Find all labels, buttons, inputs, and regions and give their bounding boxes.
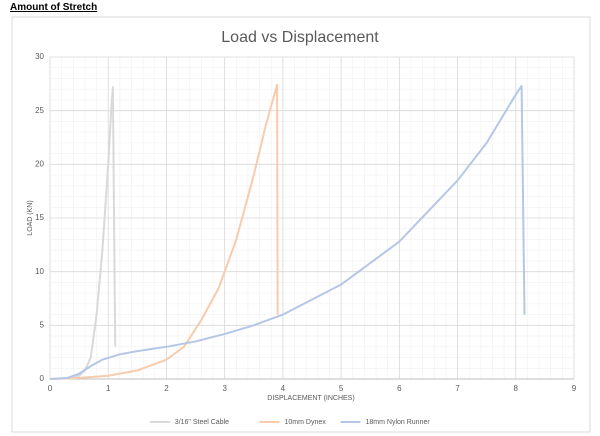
x-tick-label: 7 <box>455 384 460 393</box>
header-title: Amount of Stretch <box>10 2 98 13</box>
y-tick-label: 30 <box>35 52 44 61</box>
legend-label: 10mm Dynex <box>285 419 327 426</box>
x-tick-label: 5 <box>339 384 344 393</box>
data-line <box>49 86 117 380</box>
x-axis-label: DISPLACEMENT (INCHES) <box>267 395 354 402</box>
chart-frame <box>11 16 591 433</box>
data-line <box>49 84 526 380</box>
y-tick-label: 5 <box>40 320 45 329</box>
x-tick-label: 8 <box>514 384 519 393</box>
x-tick-label: 1 <box>106 384 111 393</box>
chart-title: Load vs Displacement <box>221 29 379 46</box>
x-tick-label: 2 <box>164 384 169 393</box>
x-tick-label: 0 <box>48 384 53 393</box>
x-tick-label: 4 <box>281 384 286 393</box>
y-tick-label: 15 <box>35 213 44 222</box>
legend-label: 3/16" Steel Cable <box>175 419 229 426</box>
legend-label: 18mm Nylon Runner <box>366 419 431 426</box>
x-tick-label: 3 <box>222 384 227 393</box>
y-tick-label: 10 <box>35 267 44 276</box>
data-line <box>49 83 279 380</box>
y-tick-label: 0 <box>40 374 45 383</box>
y-axis-label: LOAD (KN) <box>27 200 34 235</box>
x-tick-label: 6 <box>397 384 402 393</box>
y-tick-label: 25 <box>35 106 44 115</box>
y-tick-label: 20 <box>35 159 44 168</box>
x-tick-label: 9 <box>572 384 577 393</box>
